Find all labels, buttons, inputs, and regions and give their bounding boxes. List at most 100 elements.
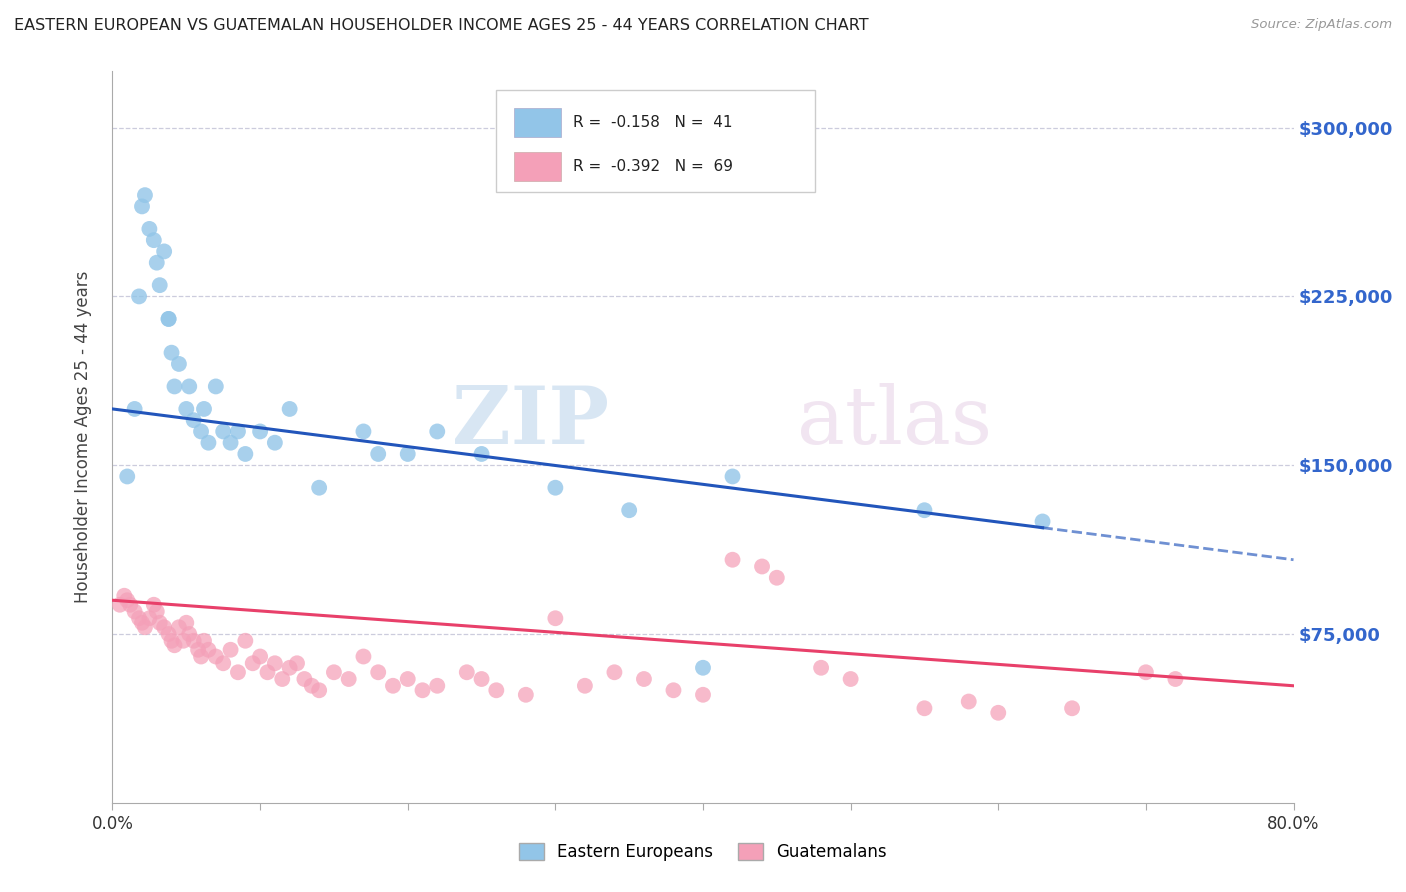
Point <box>692 661 714 675</box>
Point <box>157 312 180 326</box>
Point <box>149 278 172 293</box>
Text: R =  -0.392   N =  69: R = -0.392 N = 69 <box>574 159 733 174</box>
Point <box>197 642 219 657</box>
Point <box>212 657 235 671</box>
Point <box>456 665 478 680</box>
Point <box>367 665 389 680</box>
Point <box>292 672 315 686</box>
Point <box>149 615 172 630</box>
Point <box>233 447 256 461</box>
Point <box>179 627 201 641</box>
Point <box>160 633 183 648</box>
Point <box>205 649 228 664</box>
Y-axis label: Householder Income Ages 25 - 44 years: Householder Income Ages 25 - 44 years <box>73 271 91 603</box>
Point <box>160 345 183 359</box>
Point <box>264 657 287 671</box>
Point <box>163 638 186 652</box>
Point <box>692 688 714 702</box>
Point <box>226 425 249 439</box>
Point <box>157 312 180 326</box>
Point <box>721 469 744 483</box>
Point <box>108 598 131 612</box>
Point <box>233 633 256 648</box>
Text: atlas: atlas <box>797 384 993 461</box>
Point <box>174 401 197 416</box>
Point <box>172 633 194 648</box>
Point <box>264 435 287 450</box>
Point <box>153 244 176 259</box>
Point <box>766 571 789 585</box>
Point <box>138 611 160 625</box>
Point <box>128 289 150 303</box>
Point <box>183 413 205 427</box>
Point <box>134 620 156 634</box>
Point <box>721 553 744 567</box>
Point <box>382 679 405 693</box>
Point <box>117 593 138 607</box>
Point <box>412 683 434 698</box>
Point <box>987 706 1010 720</box>
Point <box>226 665 249 680</box>
Text: Source: ZipAtlas.com: Source: ZipAtlas.com <box>1251 18 1392 31</box>
Point <box>957 694 980 708</box>
Legend: Eastern Europeans, Guatemalans: Eastern Europeans, Guatemalans <box>512 836 894 868</box>
Point <box>544 611 567 625</box>
Point <box>193 633 215 648</box>
Point <box>174 615 197 630</box>
Point <box>131 199 153 213</box>
Point <box>470 447 494 461</box>
Point <box>163 379 186 393</box>
Point <box>242 657 264 671</box>
Point <box>574 679 596 693</box>
Point <box>603 665 626 680</box>
Point <box>285 657 308 671</box>
Point <box>197 435 219 450</box>
Point <box>485 683 508 698</box>
Point <box>1164 672 1187 686</box>
Point <box>205 379 228 393</box>
Point <box>146 255 169 269</box>
Point <box>153 620 176 634</box>
Point <box>426 679 449 693</box>
Point <box>131 615 153 630</box>
Point <box>124 605 146 619</box>
Point <box>193 401 215 416</box>
Point <box>839 672 862 686</box>
Point <box>219 435 242 450</box>
Text: R =  -0.158   N =  41: R = -0.158 N = 41 <box>574 115 733 130</box>
Point <box>190 425 212 439</box>
Point <box>142 598 165 612</box>
Bar <box>515 108 561 137</box>
Point <box>167 357 190 371</box>
Text: ZIP: ZIP <box>451 384 609 461</box>
Point <box>1062 701 1084 715</box>
Point <box>112 589 135 603</box>
Point <box>128 611 150 625</box>
Point <box>179 379 201 393</box>
Point <box>190 649 212 664</box>
Point <box>120 598 142 612</box>
Point <box>396 447 419 461</box>
Point <box>544 481 567 495</box>
Point <box>146 605 169 619</box>
Point <box>157 627 180 641</box>
Point <box>249 425 271 439</box>
Text: EASTERN EUROPEAN VS GUATEMALAN HOUSEHOLDER INCOME AGES 25 - 44 YEARS CORRELATION: EASTERN EUROPEAN VS GUATEMALAN HOUSEHOLD… <box>14 18 869 33</box>
Point <box>124 401 146 416</box>
Point <box>426 425 449 439</box>
Point <box>167 620 190 634</box>
Point <box>751 559 773 574</box>
Point <box>633 672 655 686</box>
Point <box>308 683 330 698</box>
Point <box>619 503 641 517</box>
Point <box>337 672 360 686</box>
Point <box>256 665 278 680</box>
Point <box>470 672 494 686</box>
Point <box>367 447 389 461</box>
Point <box>396 672 419 686</box>
Point <box>352 425 374 439</box>
Point <box>117 469 138 483</box>
Point <box>278 401 301 416</box>
Point <box>515 688 537 702</box>
Point <box>249 649 271 664</box>
